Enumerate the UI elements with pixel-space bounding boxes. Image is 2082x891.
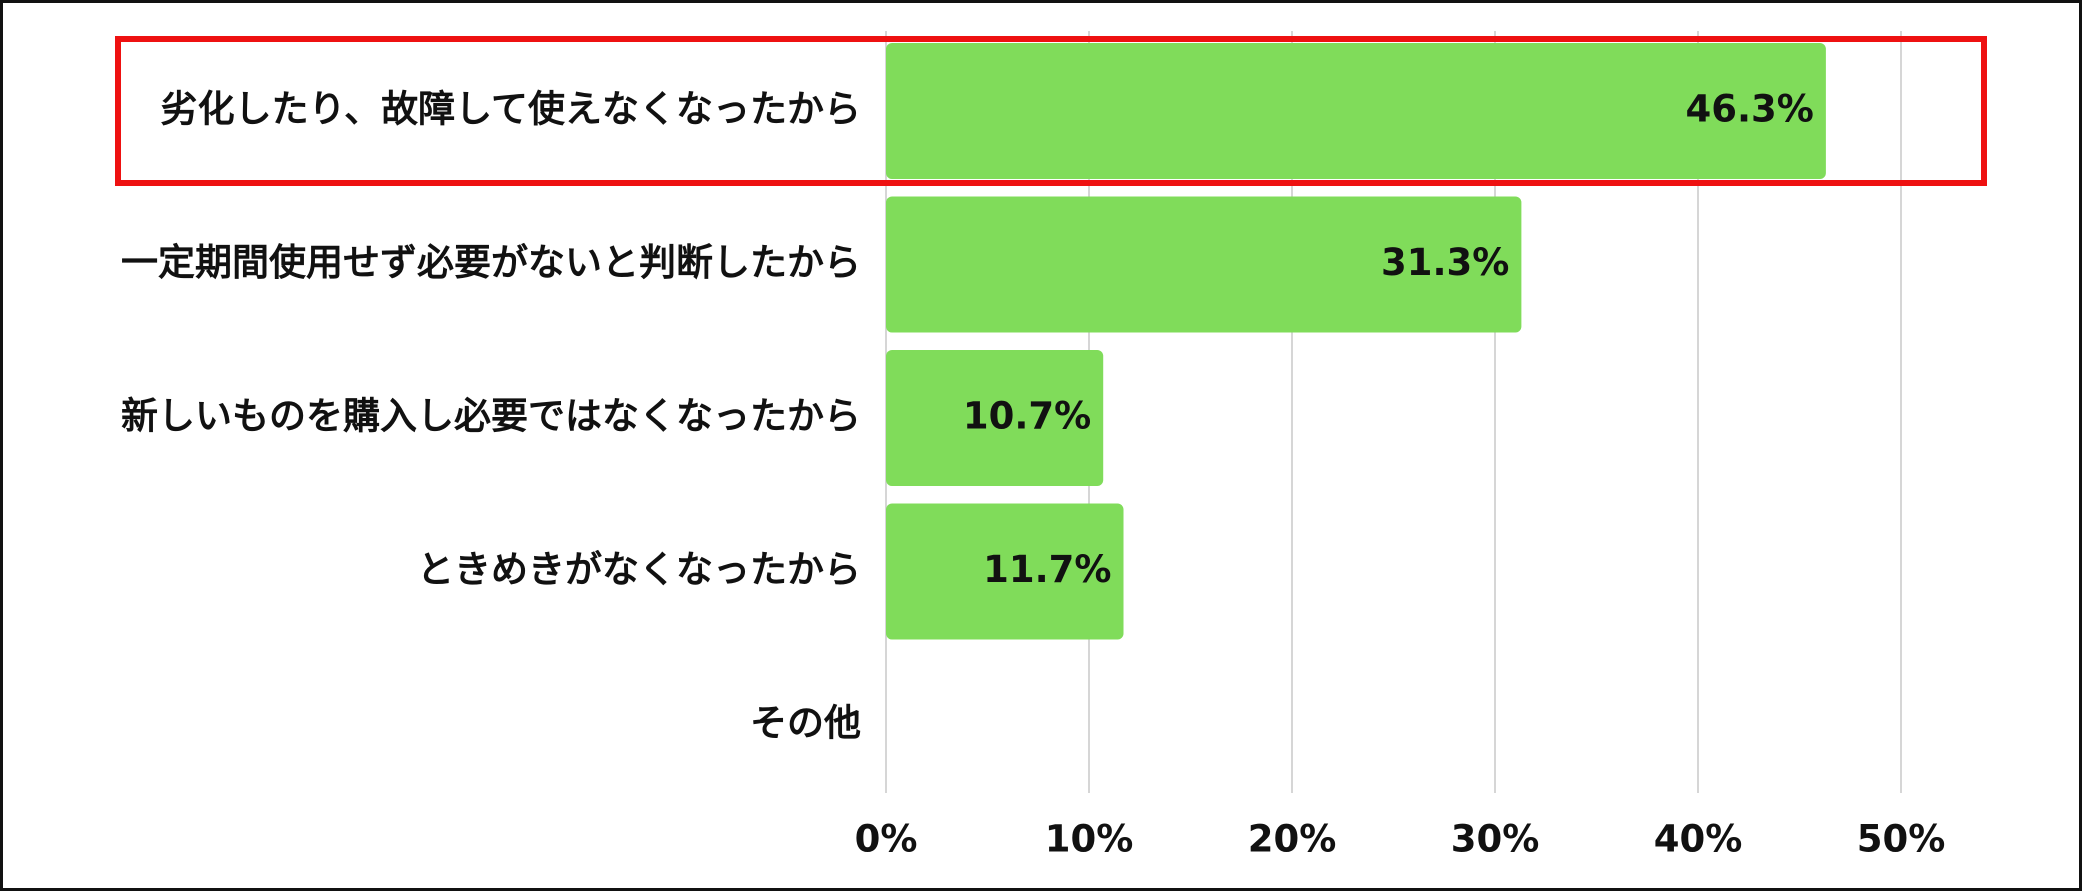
category-label: 一定期間使用せず必要がないと判断したから <box>121 241 861 284</box>
category-label: 劣化したり、故障して使えなくなったから <box>161 88 861 131</box>
highlight-box <box>115 36 1987 186</box>
bar-chart: 劣化したり、故障して使えなくなったから一定期間使用せず必要がないと判断したから新… <box>115 31 1987 861</box>
x-tick-label: 50% <box>1857 818 1946 861</box>
category-label: 新しいものを購入し必要ではなくなったから <box>121 395 861 438</box>
bar <box>886 503 1124 640</box>
x-tick-label: 40% <box>1654 818 1743 861</box>
data-label: 10.7% <box>963 395 1091 438</box>
x-tick-label: 30% <box>1451 818 1540 861</box>
category-label: ときめきがなくなったから <box>417 548 861 591</box>
data-label: 11.7% <box>983 548 1111 591</box>
bar <box>886 43 1826 179</box>
bars <box>886 43 1826 640</box>
category-labels: 劣化したり、故障して使えなくなったから一定期間使用せず必要がないと判断したから新… <box>121 88 861 745</box>
data-label: 46.3% <box>1686 88 1814 131</box>
category-label: その他 <box>750 702 861 745</box>
value-labels: 46.3% 31.3% 10.7% 11.7% <box>963 88 1814 592</box>
x-tick-label: 10% <box>1045 818 1134 861</box>
data-label: 31.3% <box>1381 241 1509 284</box>
x-tick-label: 0% <box>855 818 918 861</box>
x-tick-label: 20% <box>1248 818 1337 861</box>
bar <box>886 196 1522 333</box>
x-axis-ticks: 0% 10% 20% 30% 40% 50% <box>855 818 1946 861</box>
highlight-layer <box>115 36 1987 186</box>
bar <box>886 350 1104 486</box>
